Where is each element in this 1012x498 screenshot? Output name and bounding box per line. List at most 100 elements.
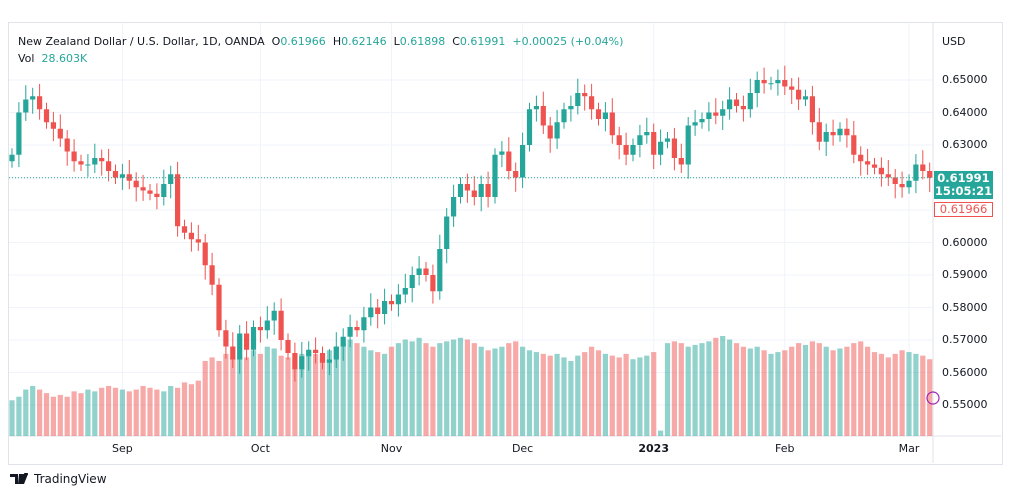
candle-body bbox=[464, 184, 470, 191]
candle-body bbox=[471, 190, 477, 197]
volume-bar bbox=[727, 339, 733, 436]
candle-body bbox=[630, 145, 636, 155]
candle-body bbox=[706, 112, 712, 119]
candle-body bbox=[92, 158, 98, 165]
low-value: 0.61898 bbox=[399, 35, 446, 48]
volume-bar bbox=[623, 353, 629, 436]
volume-bar bbox=[754, 346, 760, 436]
candle-body bbox=[913, 164, 919, 181]
volume-bar bbox=[250, 350, 257, 436]
volume-bar bbox=[50, 396, 56, 436]
high-label: H bbox=[332, 35, 342, 48]
candle-body bbox=[368, 307, 374, 318]
candle-body bbox=[485, 184, 491, 197]
candle-body bbox=[202, 242, 208, 266]
candle-body bbox=[920, 164, 926, 171]
candle-body bbox=[271, 310, 277, 321]
candle-body bbox=[361, 317, 367, 331]
candle-body bbox=[623, 145, 629, 155]
candle-body bbox=[554, 122, 560, 139]
price-tick-label: 0.58000 bbox=[942, 300, 988, 314]
candle-body bbox=[382, 301, 388, 314]
candle-body bbox=[264, 320, 270, 331]
volume-bar bbox=[457, 337, 464, 436]
open-value: 0.61966 bbox=[280, 35, 326, 48]
candle-body bbox=[195, 239, 201, 243]
candle-body bbox=[168, 174, 174, 184]
candle-body bbox=[112, 171, 119, 178]
candle-body bbox=[664, 138, 671, 142]
candle-body bbox=[133, 180, 139, 188]
candle-body bbox=[313, 349, 319, 353]
volume-bar bbox=[837, 348, 843, 436]
volume-bar bbox=[464, 339, 470, 436]
volume-bar bbox=[119, 389, 125, 436]
candle-body bbox=[423, 268, 429, 275]
close-value: 0.61991 bbox=[459, 35, 506, 48]
candle-body bbox=[402, 288, 408, 295]
candle-body bbox=[561, 109, 567, 123]
volume-bar bbox=[430, 346, 436, 436]
volume-bar bbox=[630, 359, 636, 436]
volume-bar bbox=[796, 343, 802, 436]
candle-body bbox=[292, 353, 298, 370]
candle-body bbox=[858, 154, 864, 162]
volume-bar bbox=[340, 343, 346, 436]
volume-bar bbox=[561, 357, 567, 436]
candle-body bbox=[161, 184, 167, 197]
volume-bar bbox=[526, 350, 533, 436]
candle-body bbox=[733, 99, 740, 106]
volume-bar bbox=[306, 352, 312, 436]
candle-body bbox=[237, 333, 243, 360]
volume-bar bbox=[747, 348, 753, 436]
candle-body bbox=[451, 197, 457, 217]
volume-bar bbox=[264, 346, 270, 436]
candle-body bbox=[216, 284, 222, 331]
volume-bar bbox=[913, 353, 919, 436]
volume-bar bbox=[285, 357, 291, 436]
price-tick-label: 0.57000 bbox=[942, 333, 988, 346]
volume-bar bbox=[375, 352, 381, 436]
candle-body bbox=[285, 340, 291, 353]
volume-bar bbox=[43, 393, 50, 436]
candle-body bbox=[257, 327, 263, 331]
candle-body bbox=[768, 83, 774, 85]
volume-bar bbox=[678, 343, 684, 436]
price-tick-label: 0.59000 bbox=[942, 268, 988, 281]
volume-bar bbox=[664, 343, 671, 436]
volume-bar bbox=[99, 387, 105, 436]
volume-bar bbox=[437, 343, 443, 436]
volume-bar bbox=[892, 353, 898, 436]
volume-bar bbox=[899, 350, 905, 436]
candle-body bbox=[533, 106, 539, 110]
volume-bar bbox=[126, 391, 132, 436]
volume-scale-marker bbox=[926, 391, 940, 405]
candle-body bbox=[671, 138, 677, 158]
candle-body bbox=[209, 265, 215, 285]
change-value: +0.00025 (+0.04%) bbox=[512, 35, 624, 48]
volume-bar bbox=[789, 346, 795, 436]
candle-body bbox=[582, 93, 588, 97]
volume-bar bbox=[513, 341, 519, 436]
time-tick-label: Feb bbox=[775, 442, 795, 455]
tradingview-logo[interactable]: TradingView bbox=[10, 472, 107, 486]
volume-bar bbox=[658, 430, 664, 436]
volume-bar bbox=[416, 337, 422, 436]
volume-bar bbox=[64, 396, 70, 436]
volume-bar bbox=[271, 348, 277, 436]
volume-bar bbox=[906, 352, 912, 436]
candle-body bbox=[547, 125, 553, 139]
price-tick-label: 0.60000 bbox=[942, 235, 988, 249]
volume-bar bbox=[651, 352, 657, 436]
volume-bar bbox=[499, 346, 505, 436]
volume-bar bbox=[92, 391, 98, 436]
volume-bar bbox=[927, 359, 933, 436]
candle-body bbox=[85, 164, 91, 166]
volume-bar bbox=[809, 341, 815, 436]
candle-body bbox=[727, 99, 733, 110]
candle-body bbox=[692, 122, 698, 126]
candle-body bbox=[844, 128, 850, 136]
candle-body bbox=[99, 158, 105, 162]
candle-body bbox=[713, 112, 719, 116]
